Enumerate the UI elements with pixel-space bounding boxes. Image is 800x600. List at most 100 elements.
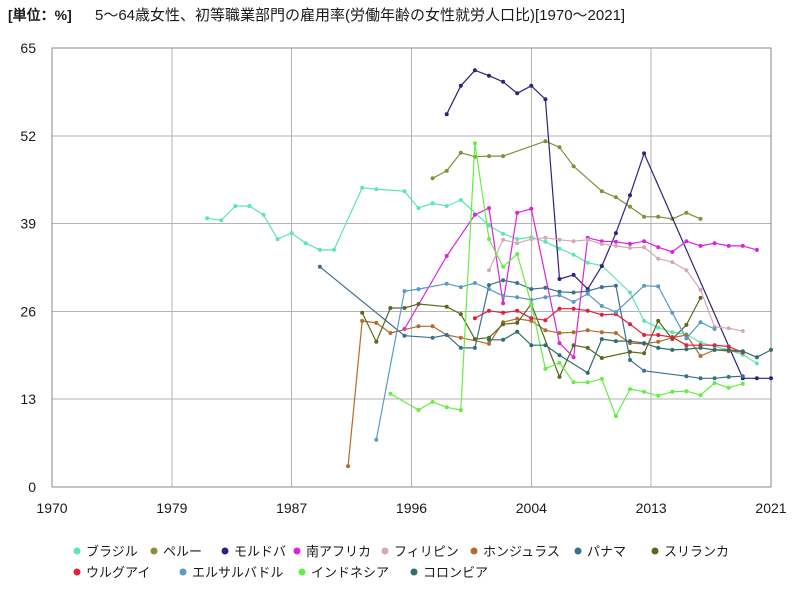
data-point-uruguay bbox=[642, 333, 647, 337]
data-point-honduras bbox=[613, 331, 618, 335]
legend-label-sri-lanka: スリランカ bbox=[664, 544, 729, 559]
x-tick-label: 2013 bbox=[636, 500, 667, 516]
data-point-moldova bbox=[557, 277, 562, 281]
x-tick-label: 1970 bbox=[36, 500, 67, 516]
legend-marker-peru bbox=[150, 547, 158, 555]
series-line-colombia bbox=[489, 331, 772, 374]
data-point-south-africa bbox=[684, 239, 689, 244]
data-point-indonesia bbox=[487, 237, 491, 242]
series-panama bbox=[317, 264, 745, 381]
data-point-sri-lanka bbox=[472, 337, 477, 342]
data-point-sri-lanka bbox=[388, 306, 393, 310]
data-point-honduras bbox=[416, 324, 421, 329]
data-point-el-salvador bbox=[557, 293, 562, 298]
data-point-indonesia bbox=[416, 408, 421, 412]
data-point-brazil bbox=[360, 185, 365, 190]
legend: ブラジル ペルー モルドバ 南アフリカ フィリピン ホンジュラス パナマ スリランカウルグアイ… bbox=[73, 544, 729, 580]
data-point-brazil bbox=[543, 239, 548, 244]
data-point-sri-lanka bbox=[585, 345, 590, 350]
data-point-moldova bbox=[444, 112, 449, 117]
data-point-sri-lanka bbox=[458, 312, 463, 317]
data-point-uruguay bbox=[628, 322, 632, 327]
data-point-panama bbox=[628, 358, 632, 362]
data-point-sri-lanka bbox=[501, 322, 506, 327]
data-point-sri-lanka bbox=[642, 351, 647, 356]
data-point-moldova bbox=[754, 376, 759, 381]
data-point-el-salvador bbox=[571, 299, 576, 304]
data-point-moldova bbox=[487, 73, 491, 78]
data-point-philippines bbox=[613, 243, 618, 248]
data-point-brazil bbox=[219, 218, 224, 223]
data-point-sri-lanka bbox=[360, 310, 365, 315]
data-point-sri-lanka bbox=[444, 304, 449, 309]
data-point-peru bbox=[543, 139, 548, 144]
data-point-el-salvador bbox=[684, 336, 689, 341]
series-group bbox=[205, 68, 773, 469]
data-point-el-salvador bbox=[402, 289, 407, 294]
data-point-panama bbox=[698, 376, 703, 381]
x-tick-label: 1987 bbox=[276, 500, 307, 516]
series-indonesia bbox=[388, 141, 745, 419]
data-point-honduras bbox=[656, 339, 661, 344]
data-point-philippines bbox=[599, 241, 604, 246]
data-point-panama bbox=[487, 283, 491, 288]
data-point-colombia bbox=[754, 355, 759, 360]
data-point-el-salvador bbox=[472, 281, 477, 285]
data-point-el-salvador bbox=[515, 295, 520, 300]
y-tick-label: 0 bbox=[28, 479, 36, 495]
data-point-sri-lanka bbox=[656, 318, 661, 323]
data-point-moldova bbox=[515, 91, 520, 96]
legend-marker-sri-lanka bbox=[651, 547, 659, 555]
series-line-brazil bbox=[207, 187, 758, 364]
data-point-sri-lanka bbox=[698, 295, 703, 300]
data-point-brazil bbox=[642, 318, 647, 323]
data-point-south-africa bbox=[628, 241, 632, 246]
legend-label-moldova: モルドバ bbox=[234, 544, 286, 559]
data-point-south-africa bbox=[501, 301, 506, 306]
legend-item-el-salvador: エルサルバドル bbox=[179, 565, 283, 580]
data-point-colombia bbox=[487, 337, 491, 342]
legend-label-brazil: ブラジル bbox=[86, 544, 138, 559]
data-point-colombia bbox=[585, 370, 590, 375]
data-point-philippines bbox=[487, 268, 491, 273]
legend-marker-south-africa bbox=[293, 547, 301, 555]
legend-label-colombia: コロンビア bbox=[423, 565, 488, 580]
data-point-brazil bbox=[444, 204, 449, 208]
data-point-colombia bbox=[515, 329, 520, 334]
data-point-moldova bbox=[642, 151, 647, 156]
data-point-peru bbox=[628, 204, 632, 209]
data-point-indonesia bbox=[388, 391, 393, 396]
legend-item-sri-lanka: スリランカ bbox=[651, 544, 729, 559]
data-point-indonesia bbox=[472, 141, 477, 146]
data-point-uruguay bbox=[585, 308, 590, 313]
y-axis: 0 13 26 39 52 65 bbox=[20, 40, 36, 495]
series-line-el-salvador bbox=[375, 282, 715, 440]
data-point-sri-lanka bbox=[416, 302, 421, 306]
data-point-indonesia bbox=[726, 385, 731, 390]
data-point-moldova bbox=[501, 79, 506, 84]
legend-item-honduras: ホンジュラス bbox=[470, 544, 560, 559]
data-point-brazil bbox=[487, 223, 491, 228]
chart-title: 5～64歳女性、初等職業部門の雇用率(労働年齢の女性就労人口比)[1970～20… bbox=[95, 6, 625, 24]
legend-item-brazil: ブラジル bbox=[73, 544, 138, 559]
data-point-el-salvador bbox=[613, 310, 618, 315]
data-point-south-africa bbox=[726, 243, 731, 248]
series-sri-lanka bbox=[360, 295, 703, 379]
data-point-brazil bbox=[317, 247, 322, 252]
data-point-colombia bbox=[557, 353, 562, 358]
data-point-uruguay bbox=[571, 306, 576, 311]
data-point-el-salvador bbox=[642, 283, 647, 288]
legend-item-uruguay: ウルグアイ bbox=[73, 565, 150, 580]
legend-marker-colombia bbox=[410, 568, 418, 576]
data-point-brazil bbox=[233, 204, 238, 208]
data-point-colombia bbox=[670, 347, 675, 352]
data-point-south-africa bbox=[472, 212, 477, 217]
data-point-brazil bbox=[628, 290, 632, 295]
data-point-colombia bbox=[684, 347, 689, 352]
legend-marker-brazil bbox=[73, 547, 81, 555]
data-point-uruguay bbox=[472, 316, 477, 321]
legend-label-indonesia: インドネシア bbox=[311, 565, 389, 580]
data-point-moldova bbox=[613, 231, 618, 236]
data-point-south-africa bbox=[613, 239, 618, 244]
data-point-sri-lanka bbox=[684, 322, 689, 327]
